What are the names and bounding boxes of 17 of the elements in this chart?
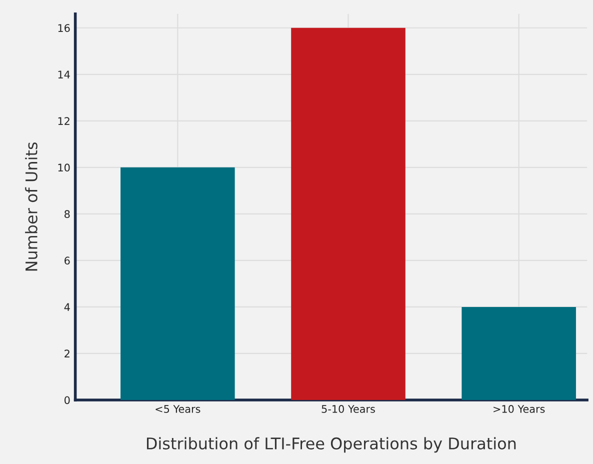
y-tick-label: 16 xyxy=(58,24,70,32)
y-tick-label: 8 xyxy=(64,210,70,218)
x-axis-title: Distribution of LTI-Free Operations by Duration xyxy=(146,437,516,453)
bar xyxy=(462,306,576,400)
y-tick-label: 14 xyxy=(58,70,70,78)
bar xyxy=(120,167,235,400)
y-tick-label: 2 xyxy=(64,350,70,358)
x-tick-label: 5-10 Years xyxy=(322,405,375,413)
y-tick-label: 0 xyxy=(64,396,70,404)
x-tick-label: <5 Years xyxy=(156,405,200,413)
x-tick-label: >10 Years xyxy=(494,405,545,413)
y-axis-title: Number of Units xyxy=(25,142,38,271)
y-tick-label: 6 xyxy=(64,256,70,265)
y-tick-label: 12 xyxy=(58,117,70,125)
y-tick-label: 4 xyxy=(64,303,70,311)
bar xyxy=(291,28,406,400)
y-tick-label: 10 xyxy=(58,164,70,172)
